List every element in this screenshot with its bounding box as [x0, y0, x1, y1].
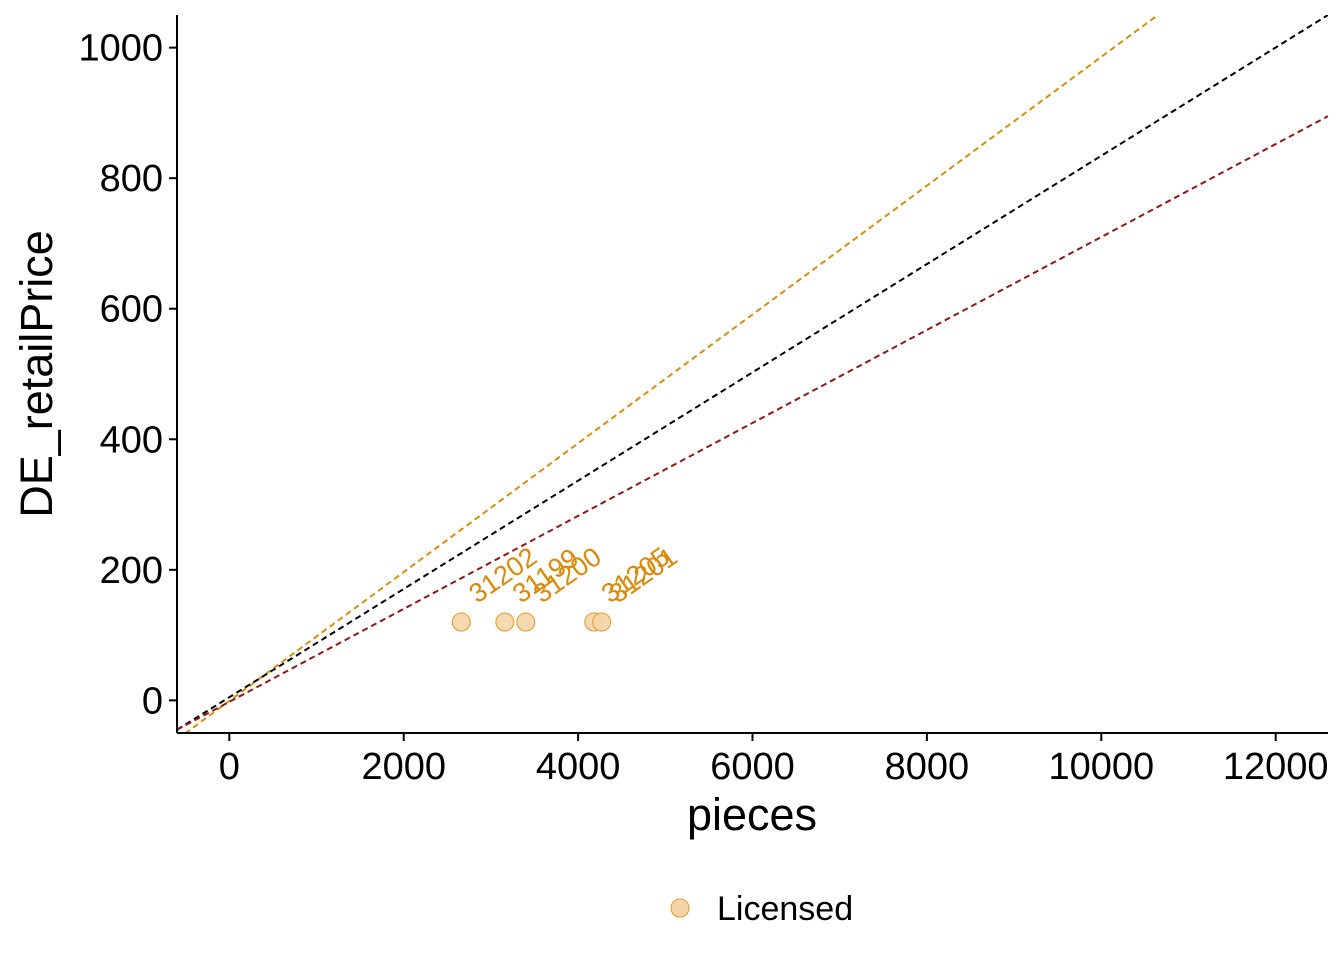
y-tick-label: 1000	[78, 28, 163, 70]
data-points	[451, 612, 612, 632]
legend-swatch-licensed	[670, 898, 690, 918]
data-point	[592, 612, 612, 632]
legend-label-licensed: Licensed	[717, 890, 853, 928]
y-tick-label: 600	[100, 289, 163, 331]
x-axis-title: pieces	[687, 789, 817, 840]
y-tick-label: 800	[100, 158, 163, 200]
y-axis-title: DE_retailPrice	[11, 230, 62, 518]
reference-line-0	[184, 15, 1159, 733]
data-point	[495, 612, 515, 632]
x-tick-label: 10000	[1048, 746, 1154, 788]
y-tick-label: 0	[142, 680, 163, 722]
reference-lines	[177, 15, 1328, 733]
y-tick-label: 200	[100, 550, 163, 592]
data-point	[451, 612, 471, 632]
x-tick-label: 0	[219, 746, 240, 788]
x-axis-ticks: 0 2000 4000 6000 8000 10000 12000	[219, 733, 1329, 788]
x-tick-label: 8000	[885, 746, 970, 788]
y-tick-label: 400	[100, 419, 163, 461]
reference-line-2	[177, 115, 1328, 731]
x-tick-label: 12000	[1223, 746, 1329, 788]
x-tick-label: 2000	[361, 746, 446, 788]
data-point	[516, 612, 536, 632]
y-axis-ticks: 0 200 400 600 800 1000	[78, 28, 177, 722]
reference-line-1	[177, 15, 1328, 731]
x-tick-label: 4000	[536, 746, 621, 788]
x-tick-label: 6000	[710, 746, 795, 788]
legend: Licensed	[670, 890, 853, 928]
